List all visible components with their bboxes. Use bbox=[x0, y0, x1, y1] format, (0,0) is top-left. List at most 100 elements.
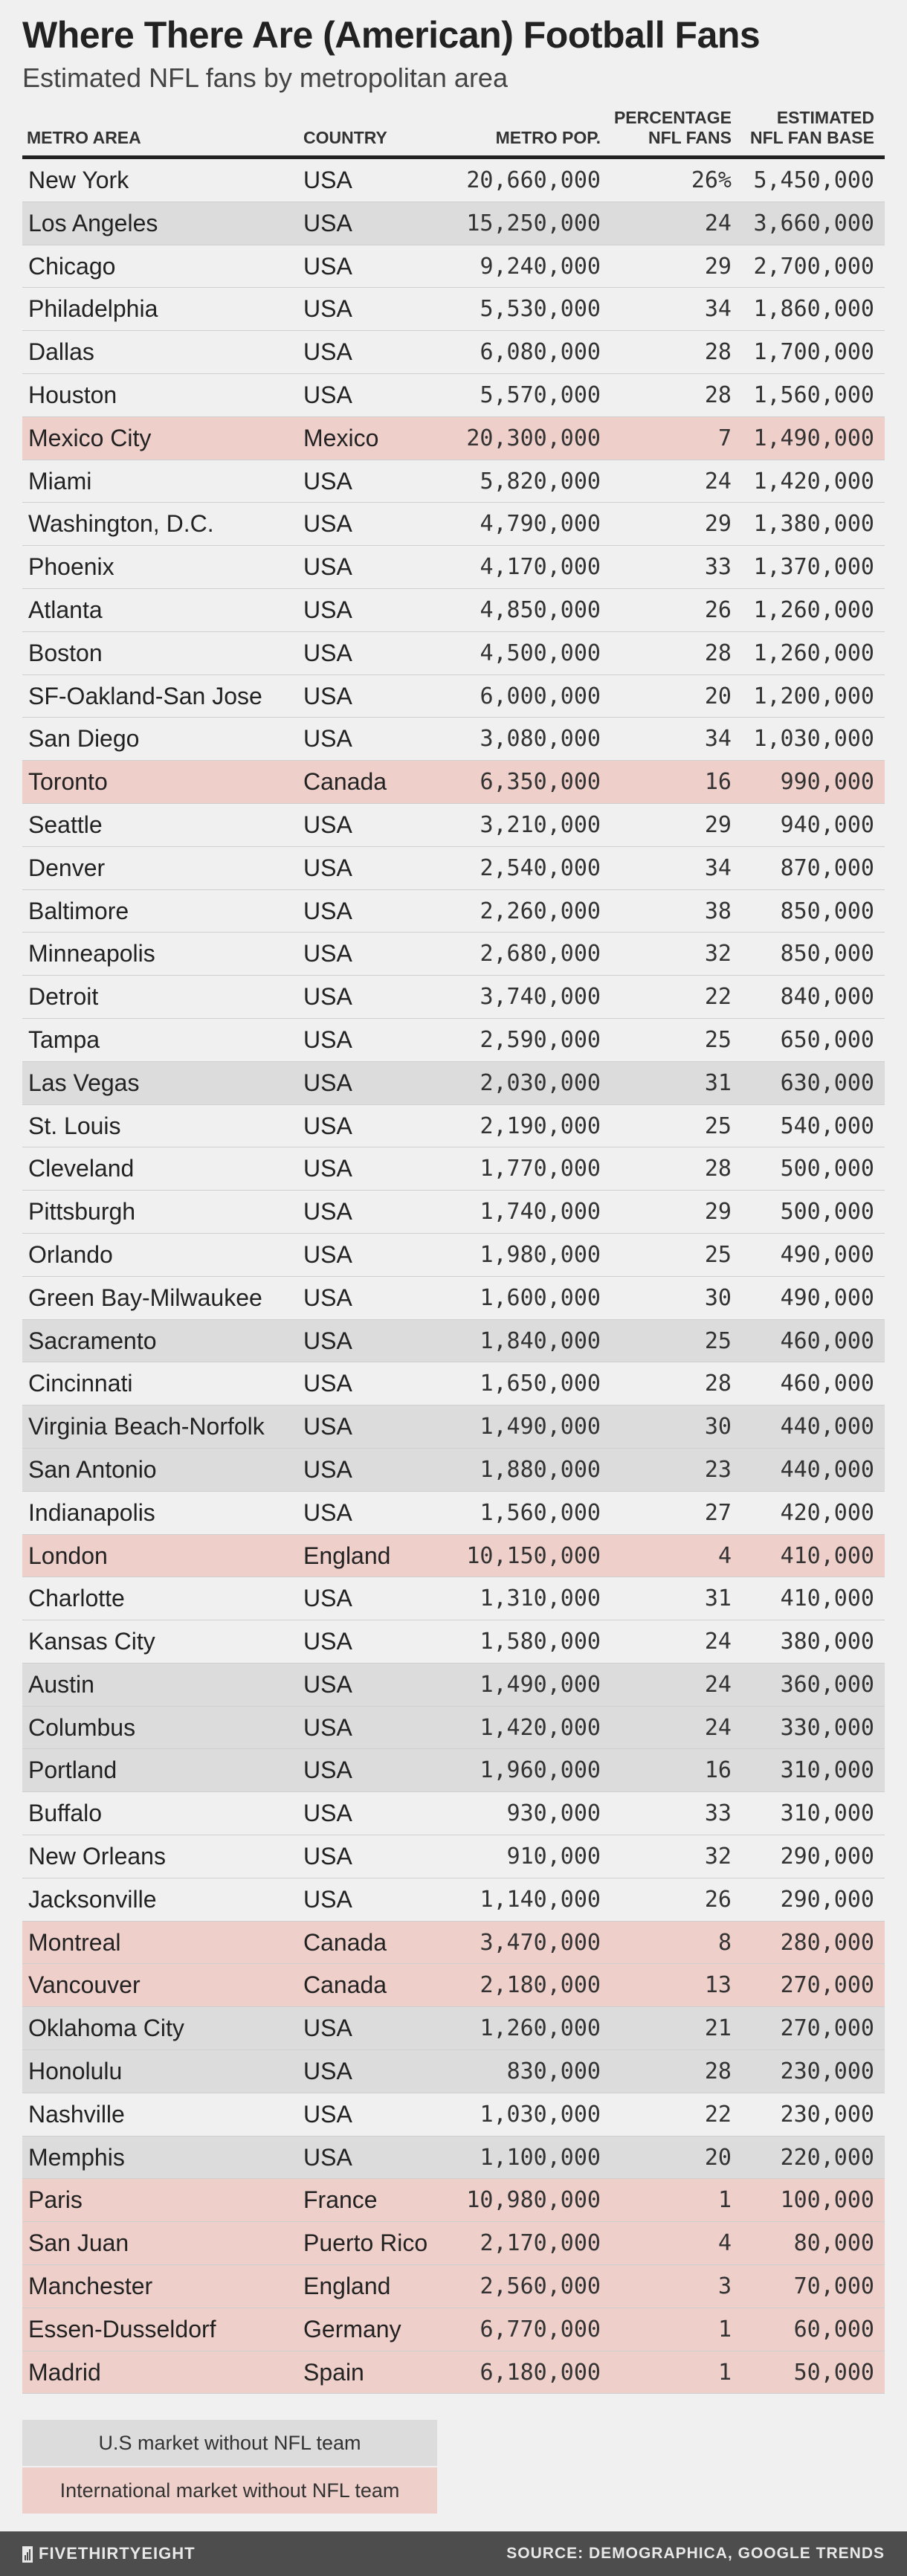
cell-metro-pop: 6,770,000 bbox=[480, 2316, 601, 2342]
table-row: Cleveland USA 1,770,000 28 500,000 bbox=[22, 1147, 885, 1191]
cell-percentage: 34 bbox=[704, 726, 732, 753]
cell-percentage: 32 bbox=[704, 941, 732, 967]
cell-fan-base: 1,260,000 bbox=[753, 640, 874, 666]
cell-fan-base: 650,000 bbox=[780, 1026, 874, 1053]
table-row: Los Angeles USA 15,250,000 24 3,660,000 bbox=[22, 202, 885, 245]
cell-country: Canada bbox=[303, 1928, 387, 1956]
cell-fan-base: 310,000 bbox=[780, 1757, 874, 1784]
cell-percentage: 29 bbox=[704, 253, 732, 280]
cell-country: USA bbox=[303, 209, 352, 236]
cell-fan-base: 290,000 bbox=[780, 1844, 874, 1870]
cell-percentage: 34 bbox=[704, 854, 732, 881]
table-row: Memphis USA 1,100,000 20 220,000 bbox=[22, 2136, 885, 2180]
cell-country: USA bbox=[303, 811, 352, 838]
cell-metro-area: London bbox=[28, 1542, 108, 1569]
cell-percentage: 38 bbox=[704, 898, 732, 924]
table-row: Denver USA 2,540,000 34 870,000 bbox=[22, 847, 885, 890]
cell-metro-pop: 6,000,000 bbox=[480, 683, 601, 709]
table-row: Pittsburgh USA 1,740,000 29 500,000 bbox=[22, 1191, 885, 1234]
cell-country: USA bbox=[303, 2015, 352, 2042]
cell-country: USA bbox=[303, 1112, 352, 1139]
cell-percentage: 4 bbox=[717, 2230, 732, 2257]
cell-country: Canada bbox=[303, 1971, 387, 1999]
cell-metro-pop: 1,260,000 bbox=[480, 2015, 601, 2042]
cell-percentage: 23 bbox=[704, 1456, 732, 1483]
cell-fan-base: 850,000 bbox=[780, 941, 874, 967]
cell-metro-area: Seattle bbox=[28, 811, 103, 838]
cell-country: USA bbox=[303, 467, 352, 495]
table-row: London England 10,150,000 4 410,000 bbox=[22, 1534, 885, 1578]
cell-metro-area: SF-Oakland-San Jose bbox=[28, 682, 262, 709]
cell-percentage: 16 bbox=[704, 769, 732, 796]
cell-metro-pop: 1,100,000 bbox=[480, 2144, 601, 2171]
table-row: Houston USA 5,570,000 28 1,560,000 bbox=[22, 374, 885, 417]
table-row: SF-Oakland-San Jose USA 6,000,000 20 1,200,0… bbox=[22, 675, 885, 718]
cell-metro-pop: 1,740,000 bbox=[480, 1199, 601, 1226]
cell-metro-pop: 2,680,000 bbox=[480, 941, 601, 967]
cell-fan-base: 500,000 bbox=[780, 1199, 874, 1226]
cell-metro-area: Kansas City bbox=[28, 1628, 155, 1655]
table-row: Buffalo USA 930,000 33 310,000 bbox=[22, 1792, 885, 1836]
table-row: Las Vegas USA 2,030,000 31 630,000 bbox=[22, 1061, 885, 1105]
cell-percentage: 4 bbox=[717, 1542, 732, 1569]
brand-name: FIVETHIRTYEIGHT bbox=[39, 2544, 196, 2563]
cell-metro-pop: 1,030,000 bbox=[480, 2101, 601, 2128]
cell-percentage: 31 bbox=[704, 1585, 732, 1612]
cell-metro-pop: 6,180,000 bbox=[480, 2359, 601, 2386]
cell-percentage: 28 bbox=[704, 1371, 732, 1397]
cell-country: USA bbox=[303, 1413, 352, 1440]
cell-country: USA bbox=[303, 1756, 352, 1784]
cell-country: USA bbox=[303, 167, 352, 193]
cell-metro-area: Austin bbox=[28, 1670, 94, 1698]
cell-metro-pop: 20,300,000 bbox=[466, 425, 601, 451]
cell-country: USA bbox=[303, 1155, 352, 1182]
cell-metro-pop: 2,590,000 bbox=[480, 1026, 601, 1053]
cell-percentage: 20 bbox=[704, 683, 732, 709]
cell-fan-base: 850,000 bbox=[780, 898, 874, 924]
cell-fan-base: 440,000 bbox=[780, 1456, 874, 1483]
table-row: Manchester England 2,560,000 3 70,000 bbox=[22, 2265, 885, 2308]
cell-country: USA bbox=[303, 1370, 352, 1397]
table-row: Toronto Canada 6,350,000 16 990,000 bbox=[22, 761, 885, 804]
cell-metro-pop: 2,170,000 bbox=[480, 2230, 601, 2257]
cell-country: Canada bbox=[303, 768, 387, 796]
cell-country: Germany bbox=[303, 2315, 401, 2342]
table-row: Boston USA 4,500,000 28 1,260,000 bbox=[22, 632, 885, 675]
cell-fan-base: 1,260,000 bbox=[753, 596, 874, 623]
cell-fan-base: 270,000 bbox=[780, 1972, 874, 1999]
table-row: Atlanta USA 4,850,000 26 1,260,000 bbox=[22, 589, 885, 632]
cell-country: USA bbox=[303, 1327, 352, 1354]
cell-metro-pop: 2,260,000 bbox=[480, 898, 601, 924]
table-header: METRO AREA COUNTRY METRO POP. PERCENTAGE… bbox=[22, 108, 885, 159]
cell-percentage: 24 bbox=[704, 1629, 732, 1655]
cell-country: USA bbox=[303, 1713, 352, 1741]
cell-metro-area: Denver bbox=[28, 854, 106, 881]
cell-metro-area: San Juan bbox=[28, 2229, 129, 2257]
cell-country: USA bbox=[303, 596, 352, 623]
cell-metro-area: Paris bbox=[28, 2186, 83, 2214]
cell-country: Mexico bbox=[303, 424, 379, 451]
table-row: Phoenix USA 4,170,000 33 1,370,000 bbox=[22, 546, 885, 589]
table-row: Charlotte USA 1,310,000 31 410,000 bbox=[22, 1577, 885, 1621]
cell-percentage: 3 bbox=[717, 2273, 732, 2300]
cell-fan-base: 50,000 bbox=[793, 2359, 874, 2386]
cell-percentage: 16 bbox=[704, 1757, 732, 1784]
cell-fan-base: 630,000 bbox=[780, 1069, 874, 1096]
cell-country: USA bbox=[303, 510, 352, 538]
cell-metro-pop: 3,080,000 bbox=[480, 726, 601, 753]
cell-metro-pop: 15,250,000 bbox=[466, 210, 601, 236]
cell-metro-pop: 2,190,000 bbox=[480, 1112, 601, 1139]
cell-percentage: 30 bbox=[704, 1414, 732, 1440]
cell-percentage: 25 bbox=[704, 1026, 732, 1053]
table-row: Dallas USA 6,080,000 28 1,700,000 bbox=[22, 331, 885, 374]
cell-fan-base: 1,420,000 bbox=[753, 468, 874, 495]
table-row: Tampa USA 2,590,000 25 650,000 bbox=[22, 1019, 885, 1062]
chart-subtitle: Estimated NFL fans by metropolitan area bbox=[22, 62, 508, 93]
cell-country: USA bbox=[303, 1585, 352, 1612]
cell-metro-pop: 1,560,000 bbox=[480, 1499, 601, 1526]
cell-fan-base: 460,000 bbox=[780, 1327, 874, 1354]
legend-us-market: U.S market without NFL team bbox=[22, 2420, 437, 2466]
cell-metro-pop: 2,560,000 bbox=[480, 2273, 601, 2300]
fivethirtyeight-logo-icon bbox=[22, 2546, 33, 2563]
cell-percentage: 28 bbox=[704, 381, 732, 408]
